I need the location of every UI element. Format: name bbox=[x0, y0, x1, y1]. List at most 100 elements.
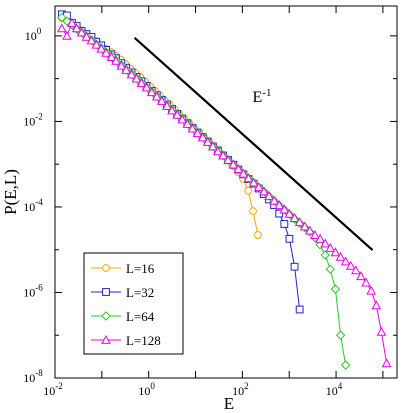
data-point bbox=[121, 64, 131, 74]
data-point bbox=[279, 204, 290, 214]
data-point bbox=[335, 330, 346, 340]
x-axis-label: E bbox=[224, 394, 234, 413]
data-point bbox=[202, 136, 213, 146]
y-tick-label: 10-4 bbox=[23, 197, 43, 214]
data-point bbox=[156, 95, 167, 105]
legend-marker bbox=[101, 311, 111, 321]
data-point bbox=[187, 123, 198, 133]
data-point bbox=[238, 168, 249, 178]
data-point bbox=[310, 230, 320, 239]
data-point bbox=[340, 256, 351, 266]
data-point bbox=[76, 27, 87, 37]
data-point bbox=[81, 31, 92, 41]
data-point bbox=[167, 105, 177, 115]
data-point bbox=[330, 247, 341, 257]
data-point bbox=[91, 39, 102, 49]
reference-line-layer: E-1 bbox=[133, 37, 374, 251]
legend-marker bbox=[102, 288, 110, 296]
series-layer bbox=[57, 10, 392, 370]
x-tick-label: 100 bbox=[138, 381, 155, 398]
data-point bbox=[290, 262, 299, 271]
data-point bbox=[111, 55, 121, 65]
data-point bbox=[340, 360, 351, 370]
data-point bbox=[325, 242, 336, 252]
data-point bbox=[295, 305, 304, 314]
data-point bbox=[67, 17, 77, 27]
data-point bbox=[182, 118, 193, 128]
data-point bbox=[177, 114, 188, 124]
data-point bbox=[305, 225, 315, 235]
data-point bbox=[62, 30, 72, 40]
data-point bbox=[280, 220, 289, 228]
data-point bbox=[294, 217, 305, 227]
reference-slope-line bbox=[133, 37, 374, 251]
data-point bbox=[325, 264, 336, 274]
plot-frame bbox=[54, 5, 398, 379]
data-point bbox=[259, 186, 269, 196]
x-tick-label: 10-2 bbox=[43, 381, 63, 398]
data-point bbox=[275, 209, 284, 218]
data-point bbox=[356, 271, 366, 281]
data-point bbox=[320, 250, 330, 260]
data-point bbox=[253, 182, 264, 192]
series-l-16 bbox=[57, 14, 262, 239]
y-tick-label: 10-8 bbox=[23, 368, 43, 385]
y-tick-label: 100 bbox=[25, 26, 42, 43]
reference-slope-label: E-1 bbox=[253, 87, 272, 106]
data-point bbox=[172, 109, 182, 119]
axes-layer: 10-2 100 102 104 100 10-2 10-4 10-6 10-8 bbox=[23, 6, 397, 398]
legend-label: L=64 bbox=[126, 309, 155, 324]
data-point bbox=[207, 141, 218, 151]
data-point bbox=[351, 265, 361, 275]
data-point bbox=[192, 128, 203, 138]
legend-label: L=16 bbox=[126, 261, 155, 276]
data-point bbox=[86, 35, 97, 45]
data-point bbox=[248, 177, 259, 187]
data-point bbox=[223, 154, 233, 164]
data-point bbox=[57, 23, 67, 33]
data-point bbox=[96, 43, 107, 53]
data-point bbox=[381, 358, 392, 368]
data-point bbox=[376, 326, 387, 336]
data-point bbox=[254, 231, 262, 239]
data-point bbox=[366, 285, 377, 295]
legend-box bbox=[83, 252, 184, 355]
data-point bbox=[285, 234, 294, 243]
data-point bbox=[243, 173, 254, 183]
data-point bbox=[218, 150, 228, 160]
data-point bbox=[249, 207, 257, 215]
legend-label: L=128 bbox=[126, 333, 161, 348]
data-point bbox=[57, 12, 67, 23]
data-point bbox=[299, 221, 310, 231]
data-point bbox=[101, 47, 111, 57]
data-point bbox=[330, 284, 341, 294]
data-point bbox=[162, 100, 172, 110]
data-point bbox=[244, 186, 253, 195]
legend-marker bbox=[101, 334, 111, 344]
data-point bbox=[151, 91, 162, 101]
data-point bbox=[228, 159, 239, 169]
data-point bbox=[116, 60, 127, 70]
data-point bbox=[146, 87, 157, 97]
data-point bbox=[141, 82, 152, 92]
y-tick-label: 10-2 bbox=[23, 111, 43, 128]
data-point bbox=[320, 238, 331, 248]
plot-area-border bbox=[54, 5, 398, 379]
data-point bbox=[233, 163, 244, 173]
legend-label: L=32 bbox=[126, 285, 154, 300]
x-tick-label: 102 bbox=[232, 381, 249, 398]
data-point bbox=[136, 78, 147, 88]
x-tick-label: 104 bbox=[326, 381, 343, 398]
y-tick-label: 10-6 bbox=[23, 282, 43, 299]
data-point bbox=[315, 233, 325, 243]
data-point bbox=[345, 260, 356, 270]
data-point bbox=[197, 132, 208, 142]
series-line bbox=[61, 17, 259, 236]
legend: L=16 L=32 L=64 L=128 bbox=[83, 252, 184, 355]
data-point bbox=[131, 73, 142, 83]
data-point bbox=[71, 23, 82, 33]
data-point bbox=[274, 200, 285, 210]
data-point bbox=[284, 208, 295, 218]
